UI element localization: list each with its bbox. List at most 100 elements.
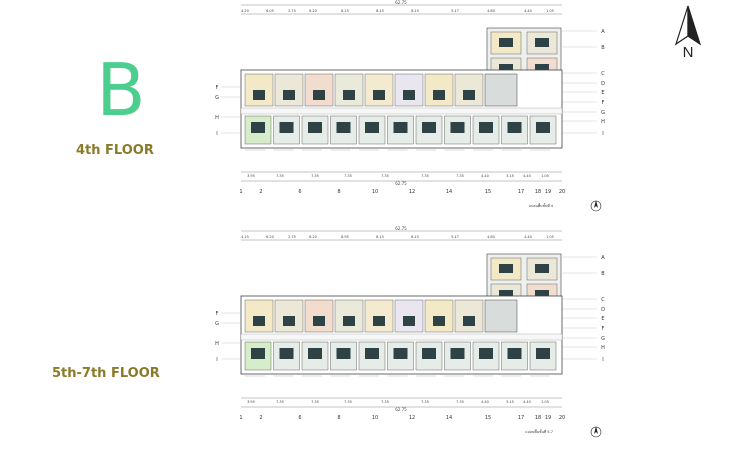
bottom-dimension-label: 1.05 [541,400,549,404]
unit-south-core [308,122,322,133]
top-axis-number: 16 [442,226,448,227]
top-dimension-label: 6.20 [266,235,274,239]
unit-south-core [422,348,436,359]
top-dimension-label: 1.05 [546,9,554,13]
bottom-dimension-label: 7.35 [344,174,352,178]
top-dimension-label: 6.20 [309,9,317,13]
unit-north-core [373,316,385,326]
bottom-axis-number: 8 [337,415,340,421]
north-label: N [683,44,694,60]
bottom-axis-number: 18 [535,415,541,421]
top-dimension-label: 2.75 [288,9,296,13]
row-label: C [601,71,605,77]
unit-north-core [313,316,325,326]
row-label: G [601,110,605,116]
top-axis-number: 20 [535,226,541,227]
top-axis-number: 5 [293,226,296,227]
corridor [240,107,563,115]
unit-south-core [393,348,408,359]
bottom-dimension-label: 7.35 [456,400,464,404]
north-unit-core [499,64,513,73]
row-label: F [602,100,605,106]
bottom-axis-number: 14 [446,189,452,195]
lift-core [484,299,518,333]
north-unit-core [535,64,549,73]
unit-south-core [279,122,294,133]
top-dimension-label: 4.80 [487,9,495,13]
top-dimension-label: 2.75 [288,235,296,239]
row-label-left: H [215,341,219,347]
bottom-dimension-label: 4.40 [523,400,531,404]
bottom-axis-number: 19 [545,415,551,421]
bottom-dimension-label: 4.40 [523,174,531,178]
floor-plan-5th-7th: 62.75 4.15 6.20 2.75 6.20 8.95 8.15 8.15 5.17 4.8… [215,226,605,438]
bottom-dimension-label: 7.35 [421,174,429,178]
plan-compass-needle-icon [594,200,598,208]
unit-south-core [479,122,493,133]
bottom-dimension-label: 1.05 [541,174,549,178]
unit-south-core [365,122,379,133]
row-label-left: F [216,85,219,91]
unit-north-core [463,316,475,326]
unit-north-core [253,90,265,100]
north-arrow-icon: N [674,5,702,60]
row-label: C [601,297,605,303]
unit-south-core [251,122,265,133]
north-unit-core [535,290,549,299]
unit-north-core [283,316,295,326]
north-arrow-right-half [687,5,702,46]
top-dimension-label: 1.05 [546,235,554,239]
row-label: I [602,357,603,363]
floor-label-4th: 4th FLOOR [76,143,154,158]
bottom-axis-number: 10 [372,415,378,421]
bottom-axis-number: 8 [337,189,340,195]
north-arrow-left-half [674,5,689,46]
top-dimension-label: 8.15 [376,235,384,239]
bottom-axis-number: 12 [409,189,415,195]
floor-label-5th-7th: 5th-7th FLOOR [52,366,160,381]
scale-label: แปลนพื้นชั้นที่ 4 [529,203,554,208]
unit-south-core [308,348,322,359]
row-label: B [601,271,605,277]
unit-north-core [253,316,265,326]
unit-south-core [422,122,436,133]
main-wing [240,69,563,151]
bottom-dimension-label: 3.15 [506,174,514,178]
top-axis-number: 3 [258,226,261,227]
top-axis-number: 1 [239,226,242,227]
bottom-dimension-label: 7.35 [311,400,319,404]
top-dimension-label: 5.17 [451,9,459,13]
top-dimension-label: 4.40 [524,9,532,13]
bottom-dimension-label: 7.35 [381,400,389,404]
bottom-axis-number: 20 [559,189,565,195]
row-label-left: G [215,321,219,327]
bottom-axis-number: 19 [545,189,551,195]
unit-south-core [479,348,493,359]
top-dimension-label: 4.80 [487,235,495,239]
top-axis-number: 18 [485,226,491,227]
north-unit-core [499,38,513,47]
top-axis-number: 7 [305,226,308,227]
bottom-axis-number: 6 [298,189,301,195]
north-unit-core [535,264,549,273]
corridor [240,333,563,341]
top-axis-number: 19 [518,226,524,227]
bottom-dimension-label: 7.35 [381,174,389,178]
row-label-left: I [216,131,217,137]
bottom-axis-number: 15 [485,189,491,195]
row-label: E [601,90,604,96]
unit-north-core [343,90,355,100]
bottom-dimension-label: 7.35 [344,400,352,404]
north-unit-core [499,290,513,299]
row-label: F [602,326,605,332]
floor-plan-4th: 62.75 4.20 6.05 2.75 6.20 8.15 8.15 8.15 5.17 4.8… [215,0,605,212]
north-unit-core [499,264,513,273]
row-label-left: F [216,311,219,317]
bottom-axis-number: 17 [518,415,524,421]
top-dimension-label: 8.15 [411,9,419,13]
bottom-dimension-label: 3.95 [247,400,255,404]
top-dimension-label: 8.15 [411,235,419,239]
bottom-dimension-label: 3.95 [247,174,255,178]
bottom-dimension-label: 7.35 [311,174,319,178]
row-label-left: G [215,95,219,101]
